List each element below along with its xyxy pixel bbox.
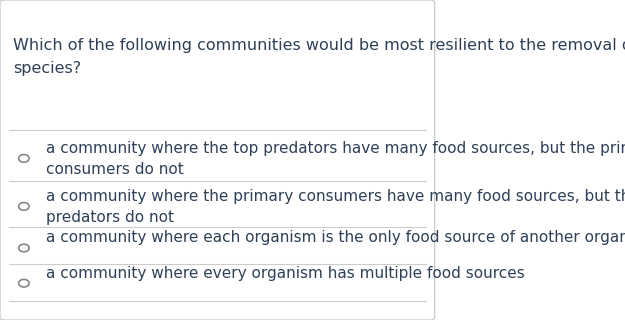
Text: a community where the top predators have many food sources, but the primary
cons: a community where the top predators have… <box>46 141 625 177</box>
Text: a community where every organism has multiple food sources: a community where every organism has mul… <box>46 266 524 281</box>
Text: a community where the primary consumers have many food sources, but the top
pred: a community where the primary consumers … <box>46 189 625 225</box>
FancyBboxPatch shape <box>0 0 434 320</box>
Text: a community where each organism is the only food source of another organism: a community where each organism is the o… <box>46 230 625 245</box>
Text: Which of the following communities would be most resilient to the removal of 1
s: Which of the following communities would… <box>13 38 625 76</box>
